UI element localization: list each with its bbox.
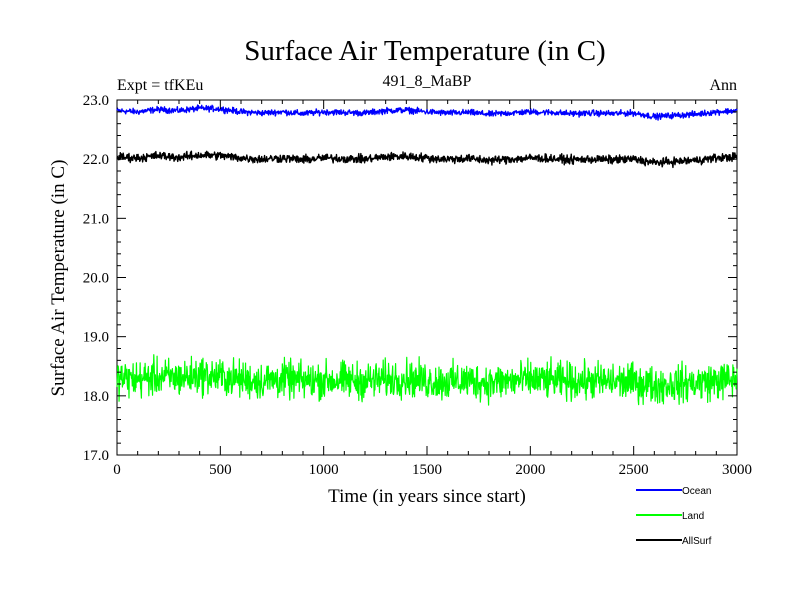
x-tick-label: 2000: [515, 462, 545, 478]
y-tick-label: 21.0: [83, 211, 109, 227]
y-tick-label: 18.0: [83, 389, 109, 405]
experiment-label: Expt = tfKEu: [117, 77, 203, 94]
x-tick-label: 1000: [309, 462, 339, 478]
plot-frame: [116, 99, 738, 456]
x-tick-label: 2500: [619, 462, 649, 478]
legend-label-ocean: Ocean: [682, 486, 711, 497]
chart-subtitle: 491_8_MaBP: [383, 73, 472, 90]
y-tick-label: 17.0: [83, 448, 109, 464]
y-tick-label: 23.0: [83, 93, 109, 109]
y-tick-label: 22.0: [83, 152, 109, 168]
y-axis-label: Surface Air Temperature (in C): [48, 160, 69, 397]
x-tick-label: 3000: [722, 462, 752, 478]
x-tick-label: 500: [209, 462, 232, 478]
legend-label-land: Land: [682, 511, 704, 522]
x-axis-label: Time (in years since start): [328, 486, 526, 507]
series-line-land: [116, 354, 738, 406]
legend: Ocean Land AllSurf: [636, 486, 712, 547]
series-layer: [116, 104, 738, 406]
series-line-allsurf: [116, 150, 738, 169]
x-tick-label: 1500: [412, 462, 442, 478]
tick-layer: 0 500 1000 1500 2000 2500 3000 17.0 18.0 19.0 20.0…: [83, 93, 752, 478]
legend-label-allsurf: AllSurf: [682, 536, 712, 547]
chart-title: Surface Air Temperature (in C): [244, 35, 605, 67]
season-label: Ann: [709, 77, 737, 94]
x-tick-label: 0: [113, 462, 121, 478]
y-tick-label: 20.0: [83, 271, 109, 287]
y-tick-label: 19.0: [83, 330, 109, 346]
